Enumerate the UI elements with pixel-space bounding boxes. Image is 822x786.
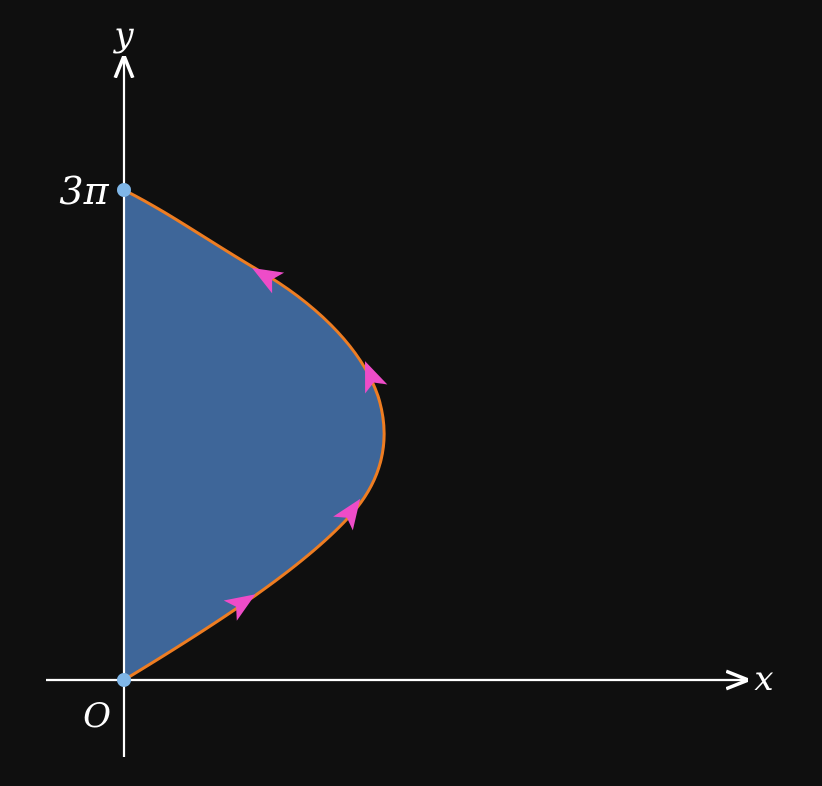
x-axis-label: x <box>754 659 773 699</box>
direction-arrow-4 <box>252 268 285 294</box>
direction-arrows <box>223 268 388 621</box>
direction-arrow-2 <box>333 498 361 531</box>
direction-arrow-1 <box>223 594 256 621</box>
origin-label: O <box>83 696 111 736</box>
shaded-region <box>124 190 385 680</box>
boundary-curve <box>122 188 386 682</box>
direction-arrow-3 <box>365 361 388 394</box>
y-tick-label: 3π <box>59 169 109 213</box>
origin-point <box>117 673 131 687</box>
upper-intercept-point <box>117 183 131 197</box>
y-axis-label: y <box>112 15 134 55</box>
